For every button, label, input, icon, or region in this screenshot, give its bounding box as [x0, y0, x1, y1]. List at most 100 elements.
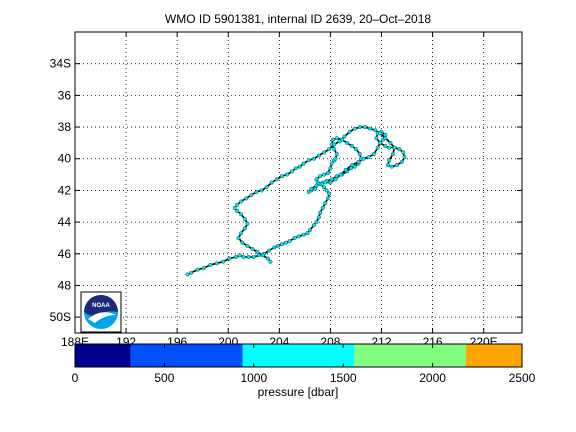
- profile-point: [387, 145, 392, 150]
- profile-point: [292, 235, 297, 240]
- profile-point: [268, 259, 273, 264]
- profile-point: [245, 243, 250, 248]
- profile-point: [388, 140, 393, 145]
- profile-point: [221, 259, 226, 264]
- profile-point: [208, 262, 213, 267]
- profile-point: [328, 166, 333, 171]
- profile-point: [368, 126, 372, 131]
- plot-area: 188E 192 196 200 204 208 212 216 220E34S36384042…: [50, 31, 523, 349]
- profile-point: [350, 163, 355, 168]
- colorbar-tick-label: 0: [72, 371, 79, 385]
- colorbar-tick-label: 2000: [419, 371, 446, 385]
- profile-point: [274, 177, 279, 182]
- profile-point: [240, 240, 245, 245]
- y-tick-label: 40: [58, 152, 72, 166]
- profile-point: [325, 196, 330, 201]
- profile-point: [387, 158, 392, 163]
- profile-point: [314, 220, 319, 225]
- profile-point: [306, 190, 311, 194]
- profile-point: [293, 166, 298, 171]
- profile-point: [305, 231, 310, 236]
- logo-text: NOAA: [92, 303, 110, 309]
- profile-point: [322, 185, 326, 190]
- profile-point: [267, 248, 272, 253]
- profile-point: [352, 126, 357, 131]
- plot-frame: [74, 31, 523, 334]
- profile-point: [357, 125, 362, 130]
- profile-point: [316, 153, 321, 158]
- profile-point: [242, 226, 247, 231]
- profile-point: [318, 174, 323, 179]
- profile-point: [332, 142, 337, 147]
- profile-point: [332, 147, 337, 152]
- y-tick-label: 50S: [50, 310, 71, 324]
- profile-point: [236, 235, 241, 240]
- profile-point: [251, 255, 256, 259]
- profile-point: [342, 134, 347, 139]
- colorbar-tick-label: 1000: [240, 371, 267, 385]
- profile-point: [391, 152, 395, 156]
- profile-point: [296, 234, 301, 239]
- profile-point: [394, 163, 399, 168]
- profile-point: [401, 150, 406, 155]
- profile-point: [371, 152, 376, 156]
- profile-point: [237, 253, 242, 258]
- profile-point: [202, 266, 206, 270]
- chart-title: WMO ID 5901381, internal ID 2639, 20–Oct…: [165, 12, 431, 26]
- colorbar-bin: [354, 344, 467, 367]
- profile-point: [314, 183, 319, 188]
- profile-point: [311, 156, 316, 161]
- logo-gull: [88, 312, 116, 323]
- profile-point: [235, 209, 240, 213]
- y-tick-label: 38: [58, 120, 72, 134]
- profile-point: [322, 172, 326, 177]
- profile-point: [385, 163, 390, 168]
- plot-background: [75, 32, 522, 333]
- profile-point: [214, 261, 219, 266]
- profile-point: [356, 159, 361, 164]
- profile-point: [389, 164, 394, 169]
- profile-point: [392, 145, 397, 150]
- profile-point: [328, 180, 333, 185]
- profile-point: [316, 215, 321, 220]
- noaa-logo: NOAA: [80, 291, 122, 333]
- logo-sky: [84, 295, 118, 317]
- profile-point: [309, 186, 314, 191]
- colorbar-tick-label: 500: [154, 371, 174, 385]
- profile-point: [269, 180, 274, 185]
- profile-point: [354, 147, 358, 152]
- profile-point: [239, 231, 243, 236]
- profile-point: [276, 243, 281, 248]
- profile-point: [399, 159, 404, 164]
- profile-point: [378, 140, 383, 145]
- profile-point: [279, 174, 284, 179]
- y-tick-label: 44: [58, 215, 72, 229]
- profile-point: [279, 242, 284, 247]
- profile-point: [195, 267, 200, 272]
- profile-point: [255, 250, 260, 255]
- profile-point: [285, 172, 289, 177]
- colorbar-bin: [466, 344, 522, 367]
- profile-point: [345, 140, 349, 145]
- pressure-colorbar: 0 500 1000 1500 2000 2500: [72, 343, 536, 385]
- profile-point: [189, 270, 194, 275]
- profile-point: [283, 240, 288, 245]
- profile-point: [185, 272, 190, 277]
- profile-point: [323, 201, 328, 206]
- profile-point: [233, 255, 238, 259]
- y-tick-label: 36: [58, 88, 72, 102]
- profile-point: [254, 190, 259, 194]
- profile-point: [338, 172, 343, 177]
- profile-point: [327, 191, 332, 196]
- profile-point: [327, 147, 332, 152]
- profile-point: [265, 256, 270, 261]
- profile-point: [259, 188, 264, 193]
- colorbar-tick-label: 1500: [330, 371, 357, 385]
- profile-point: [375, 145, 380, 150]
- profile-point: [337, 139, 342, 144]
- profile-point: [297, 164, 302, 169]
- profile-point: [235, 202, 240, 207]
- y-tick-label: 42: [58, 183, 72, 197]
- colorbar-bin: [75, 344, 131, 367]
